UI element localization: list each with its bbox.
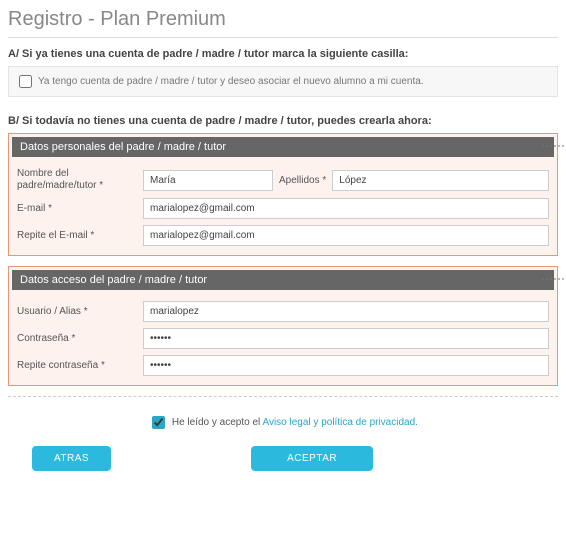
password-label: Contraseña * bbox=[17, 333, 137, 345]
terms-link[interactable]: Aviso legal y política de privacidad. bbox=[262, 417, 417, 428]
email-input[interactable] bbox=[143, 198, 549, 219]
existing-account-checkbox[interactable] bbox=[19, 75, 32, 88]
user-input[interactable] bbox=[143, 301, 549, 322]
personal-data-header: Datos personales del padre / madre / tut… bbox=[12, 137, 554, 157]
surname-label: Apellidos * bbox=[279, 175, 326, 186]
section-b-label: B/ Si todavía no tienes una cuenta de pa… bbox=[8, 115, 558, 127]
terms-prefix: He leído y acepto el bbox=[172, 417, 263, 428]
access-data-card: Datos acceso del padre / madre / tutor U… bbox=[8, 266, 558, 386]
page-title: Registro - Plan Premium bbox=[8, 8, 558, 31]
accept-button[interactable]: ACEPTAR bbox=[251, 446, 373, 471]
repeat-password-input[interactable] bbox=[143, 355, 549, 376]
access-data-header: Datos acceso del padre / madre / tutor bbox=[12, 270, 554, 290]
surname-input[interactable] bbox=[332, 170, 549, 191]
divider bbox=[8, 37, 558, 38]
name-label: Nombre del padre/madre/tutor * bbox=[17, 168, 137, 192]
repeat-password-label: Repite contraseña * bbox=[17, 360, 137, 372]
existing-account-checkbox-row[interactable]: Ya tengo cuenta de padre / madre / tutor… bbox=[8, 66, 558, 97]
section-a-label: A/ Si ya tienes una cuenta de padre / ma… bbox=[8, 48, 558, 60]
user-label: Usuario / Alias * bbox=[17, 306, 137, 318]
dashed-divider bbox=[8, 396, 558, 397]
terms-checkbox[interactable] bbox=[152, 416, 165, 429]
personal-data-card: Datos personales del padre / madre / tut… bbox=[8, 133, 558, 256]
password-input[interactable] bbox=[143, 328, 549, 349]
repeat-email-label: Repite el E-mail * bbox=[17, 230, 137, 242]
name-input[interactable] bbox=[143, 170, 273, 191]
existing-account-checkbox-label: Ya tengo cuenta de padre / madre / tutor… bbox=[38, 76, 424, 87]
back-button[interactable]: ATRAS bbox=[32, 446, 111, 471]
terms-row: He leído y acepto el Aviso legal y polít… bbox=[8, 413, 558, 432]
repeat-email-input[interactable] bbox=[143, 225, 549, 246]
email-label: E-mail * bbox=[17, 203, 137, 215]
